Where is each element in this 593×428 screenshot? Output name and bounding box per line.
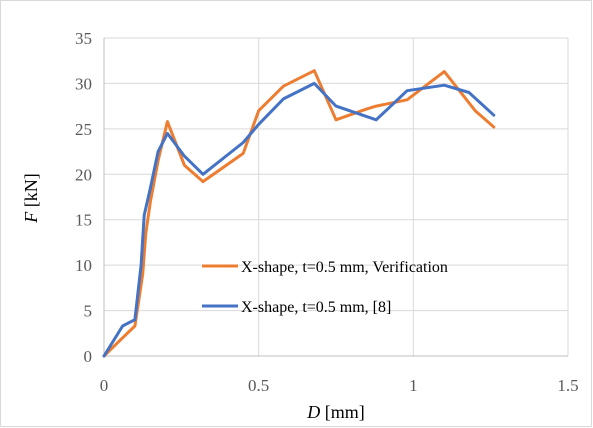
x-tick-label: 0.5 — [248, 376, 269, 395]
y-tick-label: 5 — [84, 302, 93, 321]
y-tick-label: 15 — [75, 211, 92, 230]
y-tick-label: 25 — [75, 120, 92, 139]
series-lines — [102, 69, 496, 358]
axes — [103, 38, 568, 357]
x-axis-unit: [mm] — [320, 402, 365, 422]
x-axis-variable: D — [306, 402, 320, 422]
y-tick-label: 10 — [75, 256, 92, 275]
y-axis-unit: [kN] — [21, 173, 41, 212]
y-tick-label: 30 — [75, 74, 92, 93]
legend-label-reference: X-shape, t=0.5 mm, [8] — [241, 299, 391, 316]
gridlines — [104, 37, 569, 356]
x-tick-label: 1 — [409, 376, 418, 395]
legend: X-shape, t=0.5 mm, Verification X-shape,… — [202, 259, 448, 316]
y-tick-label: 0 — [84, 347, 93, 366]
series-line-1 — [102, 81, 496, 358]
x-tick-label: 1.5 — [557, 376, 578, 395]
y-axis-title: F [kN] — [21, 173, 41, 224]
x-tick-label: 0 — [100, 376, 109, 395]
legend-label-verification: X-shape, t=0.5 mm, Verification — [241, 259, 448, 276]
y-axis-variable: F — [21, 211, 41, 224]
y-tick-label: 35 — [75, 29, 92, 48]
x-axis-title: D [mm] — [306, 402, 365, 422]
y-tick-label: 20 — [75, 165, 92, 184]
y-tick-labels: 0 5 10 15 20 25 30 35 — [75, 29, 92, 366]
x-tick-labels: 0 0.5 1 1.5 — [100, 376, 579, 395]
